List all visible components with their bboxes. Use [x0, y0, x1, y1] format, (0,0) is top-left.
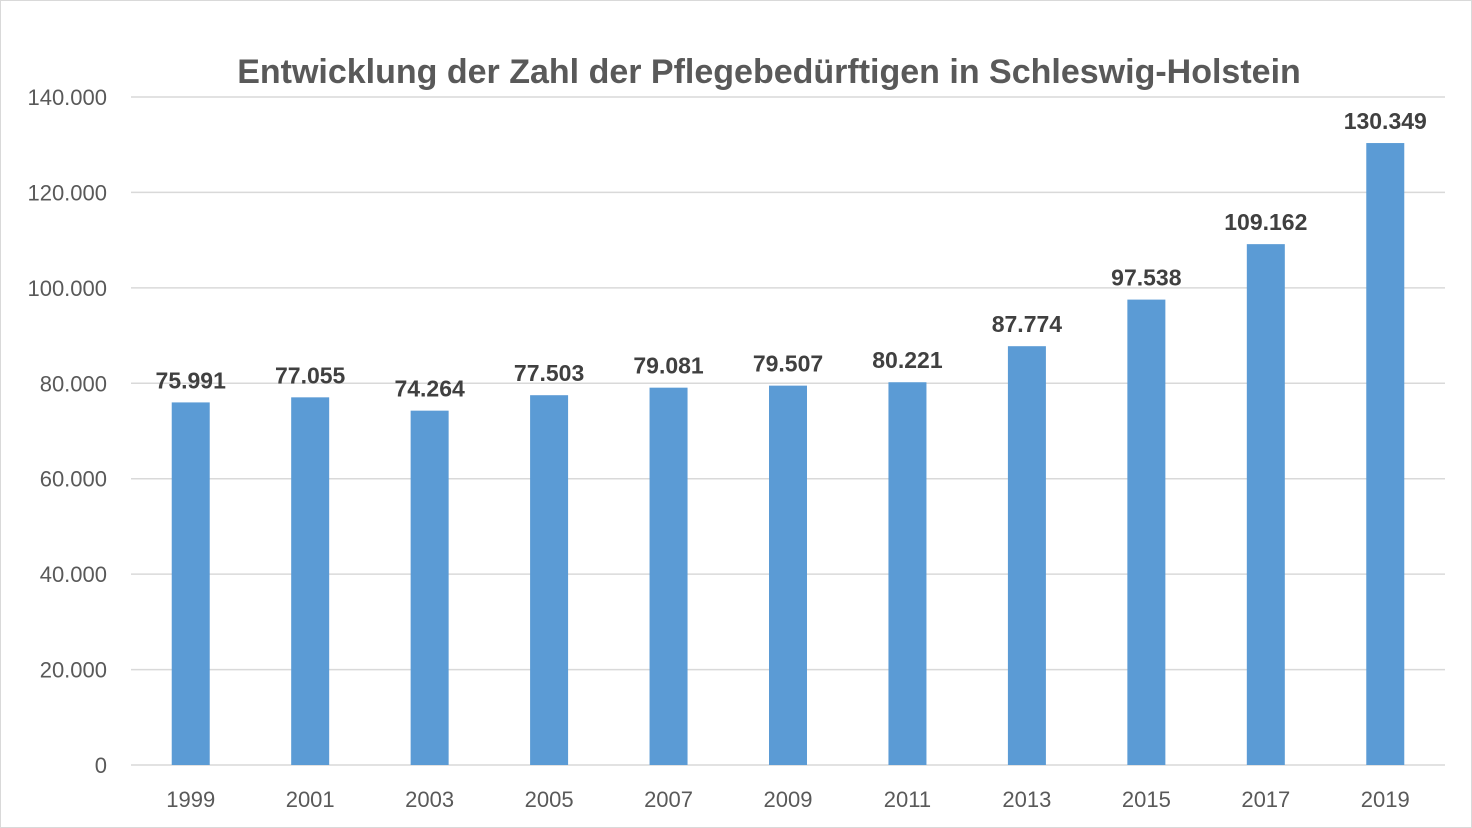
x-tick-label: 2005 — [525, 787, 574, 812]
data-label: 77.055 — [275, 362, 346, 388]
x-tick-label: 2009 — [764, 787, 813, 812]
data-label: 75.991 — [156, 367, 227, 393]
x-tick-label: 2019 — [1361, 787, 1410, 812]
bar-2003 — [410, 410, 449, 765]
bar-2015 — [1127, 299, 1166, 765]
bar-2007 — [649, 387, 688, 765]
x-tick-label: 2001 — [286, 787, 335, 812]
y-tick-label: 140.000 — [27, 85, 107, 110]
x-axis: 1999 2001 2003 2005 2007 2009 2011 2013 2015 2017… — [166, 787, 1409, 812]
y-tick-label: 0 — [95, 753, 107, 778]
y-tick-label: 60.000 — [40, 467, 107, 492]
x-tick-label: 2015 — [1122, 787, 1171, 812]
x-tick-label: 2011 — [884, 787, 931, 812]
bar-2013 — [1007, 346, 1046, 765]
data-label: 109.162 — [1224, 209, 1307, 235]
data-label: 97.538 — [1111, 265, 1182, 291]
chart-title: Entwicklung der Zahl der Pflegebedürftig… — [237, 53, 1301, 91]
y-tick-label: 100.000 — [27, 276, 107, 301]
bar-1999 — [171, 402, 210, 765]
data-label: 80.221 — [872, 347, 943, 373]
data-label: 77.503 — [514, 360, 584, 386]
bar-2009 — [769, 385, 807, 765]
y-tick-label: 120.000 — [27, 180, 107, 205]
x-tick-label: 2003 — [405, 787, 454, 812]
bars: 75.991 77.055 74.264 77.503 79.081 79.507 80.2… — [156, 108, 1427, 766]
y-tick-label: 20.000 — [40, 658, 107, 683]
y-axis: 0 20.000 40.000 60.000 80.000 100.000 120.000 1… — [27, 85, 107, 778]
data-label: 79.507 — [753, 351, 823, 377]
bar-2001 — [291, 397, 330, 765]
bar-2017 — [1246, 244, 1285, 766]
data-label: 87.774 — [992, 311, 1063, 337]
bar-2005 — [530, 395, 569, 765]
x-tick-label: 2013 — [1002, 787, 1051, 812]
y-tick-label: 80.000 — [40, 371, 107, 396]
x-tick-label: 2007 — [644, 787, 693, 812]
y-tick-label: 40.000 — [40, 562, 107, 587]
bar-2011 — [888, 382, 927, 765]
data-label: 79.081 — [633, 353, 704, 379]
bar-2019 — [1366, 143, 1405, 765]
data-label: 130.349 — [1344, 108, 1427, 134]
x-tick-label: 2017 — [1241, 787, 1290, 812]
data-label: 74.264 — [394, 376, 465, 402]
x-tick-label: 1999 — [166, 787, 215, 812]
